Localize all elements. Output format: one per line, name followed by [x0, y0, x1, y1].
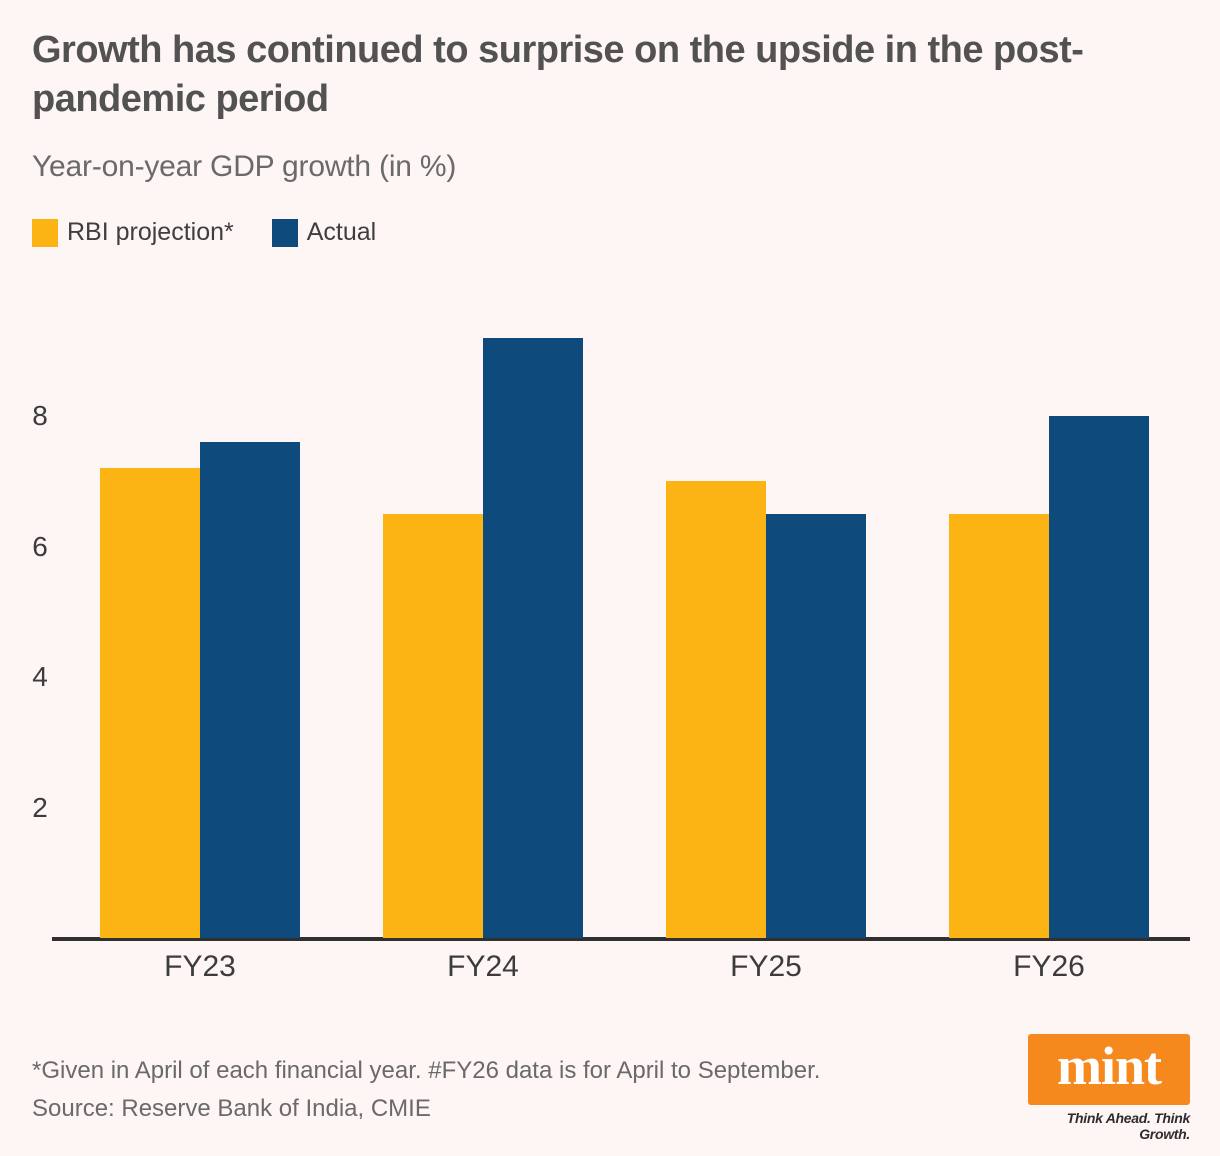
source-line: Source: Reserve Bank of India, CMIE: [32, 1095, 431, 1122]
legend-label-rbi-projection: RBI projection*: [67, 218, 234, 246]
x-label-fy26: FY26: [1013, 950, 1085, 983]
y-tick-2: 2: [32, 791, 48, 823]
mint-logo-text: mint: [1057, 1035, 1162, 1096]
legend-item-rbi-projection: RBI projection*: [32, 218, 234, 247]
bar-fy23-actual: [200, 442, 300, 938]
chart-title-line1: Growth has continued to surprise on the …: [32, 29, 1084, 71]
legend-swatch-rbi-projection: [32, 218, 58, 247]
bar-fy25-actual: [766, 514, 866, 938]
bar-fy24-actual: [483, 338, 583, 938]
y-tick-8: 8: [32, 400, 48, 431]
chart-title-line2: pandemic period: [32, 78, 329, 120]
footnote: *Given in April of each financial year. …: [32, 1057, 821, 1084]
bar-fy23-rbi-projection: [100, 468, 200, 938]
chart-subtitle: Year-on-year GDP growth (in %): [32, 150, 457, 183]
bar-fy26-rbi-projection: [949, 514, 1049, 938]
mint-logo: mint: [1028, 1034, 1190, 1105]
bar-fy24-rbi-projection: [383, 514, 483, 938]
x-label-fy25: FY25: [730, 950, 802, 983]
legend-item-actual: Actual: [271, 218, 377, 247]
bar-fy26-actual: [1049, 416, 1149, 938]
legend: RBI projection* Actual: [32, 218, 376, 247]
brand-tagline: Think Ahead. Think Growth.: [1066, 1110, 1191, 1142]
y-tick-6: 6: [32, 530, 48, 562]
legend-swatch-actual: [271, 218, 298, 247]
bar-fy25-rbi-projection: [666, 481, 766, 938]
x-axis-line: [52, 937, 1190, 941]
legend-label-actual: Actual: [306, 218, 377, 246]
x-label-fy24: FY24: [447, 950, 519, 983]
x-label-fy23: FY23: [164, 950, 236, 983]
chart-title: Growth has continued to surprise on the …: [32, 26, 1202, 124]
y-tick-4: 4: [32, 661, 48, 692]
